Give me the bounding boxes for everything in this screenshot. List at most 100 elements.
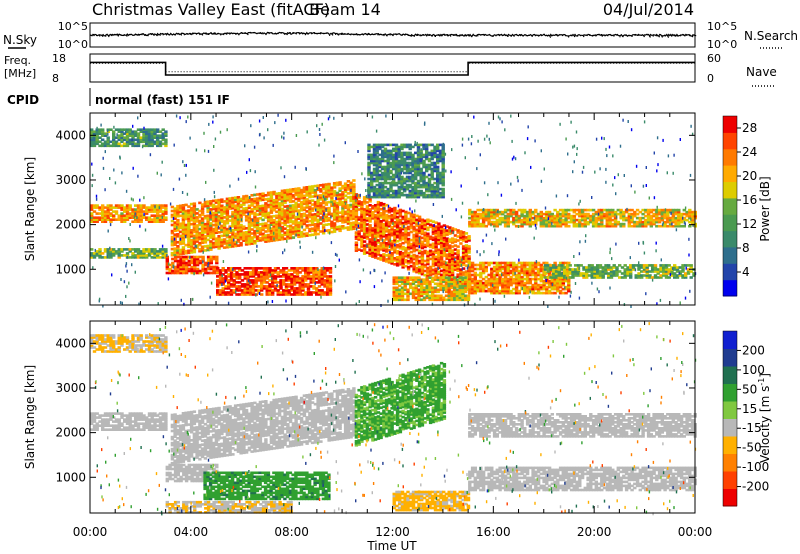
power-cell [264, 222, 268, 225]
power-cell [233, 226, 238, 230]
power-cell [395, 245, 400, 249]
power-cell [243, 275, 247, 278]
power-cell [547, 210, 552, 214]
power-cell [178, 250, 183, 254]
power-cell [476, 220, 480, 224]
power-cell [415, 244, 419, 248]
power-cell [291, 214, 296, 217]
power-cell [397, 185, 401, 189]
power-cell [227, 281, 231, 284]
power-cell [397, 159, 401, 163]
power-cell [362, 202, 367, 205]
power-cell [368, 210, 372, 213]
power-cell [309, 285, 313, 288]
power-cell [400, 191, 404, 195]
power-cell [330, 192, 334, 196]
power-cell [282, 279, 286, 282]
power-cell [589, 218, 593, 222]
power-cell [343, 216, 348, 220]
power-cell [509, 214, 513, 218]
power-cell [214, 225, 219, 228]
power-cell [468, 208, 472, 212]
power-cell [423, 225, 427, 229]
power-cell [600, 224, 604, 228]
power-cell [310, 213, 315, 216]
power-cell [545, 222, 549, 226]
power-cell [400, 296, 405, 300]
power-cell [368, 252, 372, 255]
power-cell [319, 184, 323, 187]
power-cell [547, 218, 552, 222]
power-cell [420, 268, 425, 272]
freq-label-top: Freq. [4, 54, 31, 67]
nsky-tick-top: 10^5 [58, 20, 88, 33]
power-cell [287, 285, 291, 288]
power-cell [373, 214, 378, 217]
power-cell [371, 233, 375, 236]
power-cell [393, 220, 397, 224]
power-cell [209, 230, 213, 233]
power-cell [479, 214, 483, 218]
nsearch-point [389, 34, 391, 36]
power-cell [357, 248, 361, 251]
power-cell [302, 202, 307, 206]
power-cell [403, 181, 407, 185]
power-cell [439, 288, 443, 292]
power-cell [400, 286, 405, 290]
power-cell [436, 195, 440, 199]
power-cell [415, 248, 419, 252]
power-cell [189, 243, 194, 246]
power-cell [558, 208, 563, 212]
power-cell [492, 208, 497, 212]
power-cell [145, 206, 149, 209]
power-cell [434, 235, 438, 239]
power-cell [365, 233, 370, 236]
power-cell [147, 216, 152, 219]
power-cell [232, 289, 236, 292]
power-cell [145, 138, 149, 142]
power-cell [352, 197, 356, 200]
power-cell [411, 155, 415, 159]
power-cell [362, 200, 367, 203]
power-cell [229, 273, 234, 276]
power-cell [464, 274, 469, 277]
power-cell [308, 207, 312, 211]
power-cell [288, 196, 293, 200]
power-cell [112, 210, 116, 213]
power-cell [395, 294, 399, 298]
power-cell [309, 267, 313, 270]
power-cell [211, 237, 216, 241]
power-cell [367, 143, 371, 147]
power-cell [192, 202, 197, 205]
power-cell [335, 227, 340, 231]
power-cell [214, 199, 219, 202]
power-cell [455, 298, 460, 302]
power-cell [346, 226, 351, 229]
power-cell [310, 203, 315, 206]
power-cell [394, 195, 399, 199]
power-cell [253, 223, 257, 227]
power-cell [403, 151, 407, 155]
power-cell [209, 232, 213, 235]
power-cell [265, 289, 269, 292]
power-cell [220, 220, 224, 224]
power-cell [567, 212, 571, 216]
power-cell [390, 262, 394, 265]
power-cell [332, 230, 337, 233]
power-cell [414, 185, 418, 189]
power-cell [242, 233, 246, 236]
power-cell [589, 216, 593, 220]
power-cell [444, 288, 449, 292]
power-cell [386, 163, 390, 167]
power-cell [313, 227, 318, 230]
power-cell [420, 272, 425, 276]
power-cell [305, 192, 309, 195]
power-cell [319, 230, 323, 233]
power-cell [512, 208, 516, 212]
power-cell [170, 235, 175, 239]
power-cell [103, 210, 108, 213]
power-cell [173, 213, 177, 216]
power-cell [384, 248, 389, 251]
power-cell [290, 269, 294, 272]
power-cell [411, 157, 415, 161]
